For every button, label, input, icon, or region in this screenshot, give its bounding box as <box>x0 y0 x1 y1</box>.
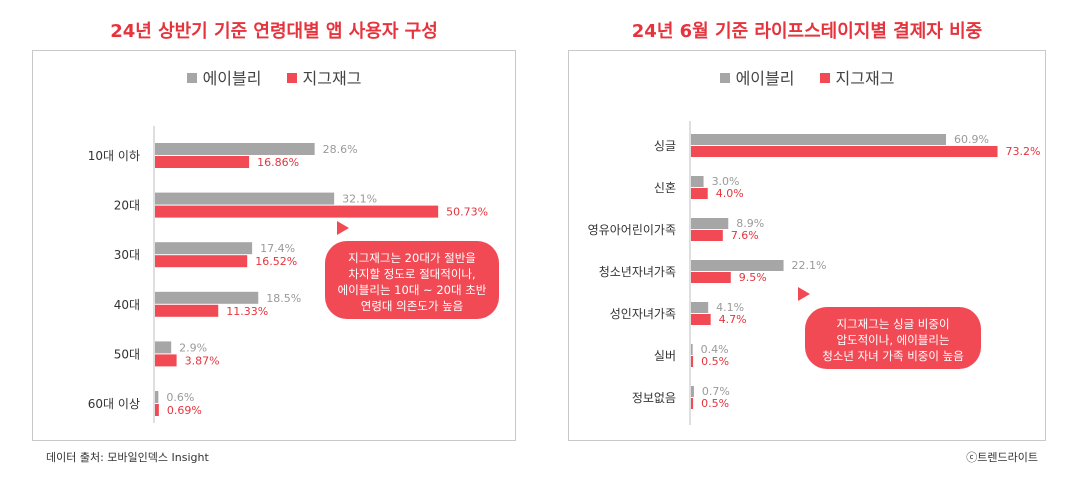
bar-ably <box>155 341 172 354</box>
lifestage-bar-chart: 싱글 60.9% 73.2% 신혼 3.0%4.0% 영유아어린이가족 8.9%7.6% 청소… <box>588 121 1041 425</box>
bar-zigzag <box>691 356 694 367</box>
bar-ably <box>691 302 709 313</box>
lifestage-callout-line-1: 지그재그는 싱글 비중이 <box>836 317 950 331</box>
category-label: 60대 이상 <box>88 397 140 411</box>
value-label-zigzag: 0.69% <box>167 404 202 417</box>
bar-zigzag <box>691 314 711 325</box>
value-label-ably: 60.9% <box>954 133 989 146</box>
value-label-ably: 18.5% <box>266 292 301 305</box>
legend-label-ably: 에이블리 <box>735 69 795 88</box>
bar-ably <box>155 391 159 403</box>
category-label: 20대 <box>114 199 140 213</box>
legend-item-ably: 에이블리 <box>719 65 795 89</box>
bar-ably <box>691 176 704 187</box>
value-label-zigzag: 4.7% <box>719 313 747 326</box>
bar-zigzag <box>691 398 694 409</box>
age-callout-line-4: 연령대 의존도가 높음 <box>360 299 464 313</box>
value-label-zigzag: 0.5% <box>701 397 729 410</box>
legend-swatch-zigzag <box>286 73 297 83</box>
value-label-ably: 17.4% <box>260 242 295 255</box>
bar-ably <box>691 260 784 271</box>
bar-zigzag <box>691 188 708 199</box>
value-label-ably: 3.0% <box>712 175 740 188</box>
value-label-zigzag: 9.5% <box>739 271 767 284</box>
age-bar-chart: 10대 이하 28.6%16.86%20대 32.1%50.73%30대 17.4%1… <box>88 126 488 423</box>
bar-zigzag <box>155 205 439 218</box>
category-label: 정보없음 <box>632 391 676 405</box>
legend-item-ably: 에이블리 <box>186 65 262 89</box>
category-label: 청소년자녀가족 <box>599 265 676 279</box>
bar-zigzag <box>155 255 248 268</box>
legend-item-zigzag: 지그재그 <box>819 65 895 89</box>
bar-ably <box>691 386 694 397</box>
lifestage-callout-line-2: 압도적이나, 에이블리는 <box>836 333 950 347</box>
value-label-ably: 0.6% <box>166 391 194 404</box>
lifestage-callout-line-3: 청소년 자녀 가족 비중이 높음 <box>822 349 964 363</box>
right-chart-title: 24년 6월 기준 라이프스테이지별 결제자 비중 <box>631 21 983 42</box>
category-label: 성인자녀가족 <box>610 307 676 321</box>
bar-ably <box>691 344 693 355</box>
legend-label-ably: 에이블리 <box>202 69 262 88</box>
legend-swatch-ably <box>719 73 730 83</box>
legend-item-zigzag: 지그재그 <box>286 65 362 89</box>
legend-swatch-zigzag <box>819 73 830 83</box>
age-callout-line-2: 차지할 정도로 절대적이나, <box>348 267 476 281</box>
category-label: 10대 이하 <box>88 149 140 163</box>
value-label-ably: 8.9% <box>736 217 764 230</box>
value-label-zigzag: 73.2% <box>1006 145 1041 158</box>
bar-zigzag <box>691 272 731 283</box>
age-callout-line-3: 에이블리는 10대 ~ 20대 초반 <box>337 283 487 297</box>
bar-zigzag <box>691 230 723 241</box>
value-label-ably: 32.1% <box>342 193 377 206</box>
value-label-zigzag: 11.33% <box>226 305 268 318</box>
value-label-ably: 2.9% <box>179 341 207 354</box>
left-chart-title: 24년 상반기 기준 연령대별 앱 사용자 구성 <box>110 21 438 42</box>
value-label-ably: 0.7% <box>702 385 730 398</box>
lifestage-callout-bubble: 지그재그는 싱글 비중이 압도적이나, 에이블리는 청소년 자녀 가족 비중이 … <box>805 307 981 369</box>
category-label: 40대 <box>114 298 140 312</box>
age-chart-legend: 에이블리 지그재그 <box>33 65 515 89</box>
bar-ably <box>155 242 253 255</box>
value-label-zigzag: 16.52% <box>255 255 297 268</box>
value-label-zigzag: 4.0% <box>716 187 744 200</box>
value-label-ably: 22.1% <box>792 259 827 272</box>
lifestage-chart-panel: 에이블리 지그재그 싱글 60.9% 73.2% 신혼 3.0% 4.0% 영유아어린이가족… <box>568 50 1046 441</box>
bar-zigzag <box>155 354 177 367</box>
age-chart-panel: 에이블리 지그재그 10대 이하 28.6% 16.86% 20대 32.1% 50.73… <box>32 50 516 441</box>
data-source-note: 데이터 출처: 모바일인덱스 Insight <box>46 451 209 464</box>
category-label: 실버 <box>654 349 676 363</box>
value-label-zigzag: 50.73% <box>446 206 488 219</box>
category-label: 30대 <box>114 248 140 262</box>
lifestage-chart-legend: 에이블리 지그재그 <box>569 65 1045 89</box>
bar-zigzag <box>691 146 998 157</box>
value-label-ably: 4.1% <box>716 301 744 314</box>
category-label: 50대 <box>114 347 140 361</box>
lifestage-callout-pointer <box>798 287 810 301</box>
value-label-zigzag: 0.5% <box>701 355 729 368</box>
bar-ably <box>155 192 335 205</box>
legend-swatch-ably <box>186 73 197 83</box>
value-label-zigzag: 7.6% <box>731 229 759 242</box>
value-label-ably: 0.4% <box>701 343 729 356</box>
legend-label-zigzag: 지그재그 <box>835 69 895 88</box>
value-label-zigzag: 3.87% <box>185 354 220 367</box>
bar-zigzag <box>155 404 159 416</box>
age-callout-line-1: 지그재그는 20대가 절반을 <box>348 251 476 265</box>
bar-ably <box>691 134 947 145</box>
bar-ably <box>155 143 315 155</box>
category-label: 영유아어린이가족 <box>588 223 676 237</box>
age-callout-bubble: 지그재그는 20대가 절반을 차지할 정도로 절대적이나, 에이블리는 10대 … <box>325 241 499 319</box>
value-label-ably: 28.6% <box>323 143 358 156</box>
bar-zigzag <box>155 156 250 168</box>
bar-zigzag <box>155 304 219 317</box>
category-label: 신혼 <box>654 181 676 195</box>
value-label-zigzag: 16.86% <box>257 156 299 169</box>
category-label: 싱글 <box>654 139 676 153</box>
legend-label-zigzag: 지그재그 <box>302 69 362 88</box>
bar-ably <box>691 218 729 229</box>
age-callout-pointer <box>337 221 349 235</box>
copyright-credit: ⓒ트렌드라이트 <box>966 451 1038 464</box>
bar-ably <box>155 291 259 304</box>
